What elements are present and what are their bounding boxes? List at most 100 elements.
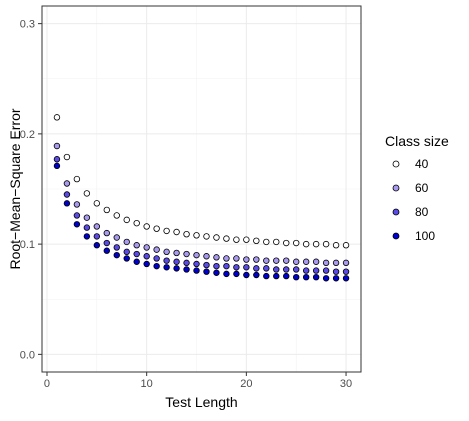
data-point — [163, 257, 170, 264]
data-point — [103, 206, 110, 214]
legend-item-100: 100 — [392, 229, 435, 243]
series-100 — [53, 162, 350, 282]
data-point — [302, 267, 310, 274]
data-point — [302, 273, 310, 281]
data-point — [73, 175, 81, 183]
panel-border — [41, 5, 362, 373]
series-40 — [53, 114, 350, 249]
data-point — [312, 273, 320, 281]
legend-label: 60 — [415, 181, 429, 195]
data-point — [233, 255, 240, 262]
data-point — [143, 253, 150, 260]
data-point — [143, 223, 150, 230]
legend-key — [392, 208, 400, 216]
x-tick-label: 30 — [340, 378, 352, 390]
data-point — [273, 257, 280, 264]
y-tick-label: 0.0 — [20, 349, 35, 361]
legend-items: 40 60 80 100 — [392, 157, 435, 243]
data-point — [113, 212, 120, 219]
data-point — [103, 247, 110, 254]
data-point — [163, 264, 170, 271]
data-point — [223, 235, 230, 242]
data-point — [312, 258, 320, 265]
data-point — [123, 216, 130, 224]
x-tick-label: 20 — [240, 378, 252, 390]
data-point — [163, 227, 170, 235]
data-point — [73, 221, 81, 228]
data-point — [332, 268, 340, 275]
data-point — [322, 267, 330, 274]
data-point — [83, 190, 91, 197]
data-point — [113, 251, 120, 259]
y-tick-label: 0.3 — [20, 19, 35, 31]
data-point — [213, 262, 220, 270]
data-point — [293, 273, 300, 281]
x-axis-title: Test Length — [165, 394, 237, 410]
data-point — [183, 230, 190, 238]
data-point — [113, 234, 120, 241]
ticks-layer: 0 10 20 30 0.0 0.1 0.2 0.3 — [20, 19, 352, 390]
data-point — [302, 258, 310, 265]
data-point — [273, 238, 280, 246]
data-point — [273, 272, 280, 280]
data-point — [253, 271, 260, 279]
data-point — [243, 256, 250, 263]
y-tick-label: 0.2 — [20, 129, 35, 141]
y-axis-title: Root−Mean−Square Error — [7, 108, 23, 269]
data-point — [342, 268, 350, 275]
series-60 — [53, 142, 350, 267]
y-tick-label: 0.1 — [20, 239, 35, 251]
data-point — [283, 272, 290, 280]
data-point — [293, 239, 300, 247]
data-point — [332, 275, 340, 282]
data-point — [293, 258, 300, 265]
data-point — [213, 254, 220, 261]
data-point — [213, 234, 220, 241]
x-tick-label: 10 — [141, 378, 153, 390]
data-point — [233, 270, 240, 278]
data-point — [283, 239, 290, 247]
data-point — [53, 142, 61, 150]
data-point — [73, 201, 81, 208]
data-point — [93, 223, 101, 230]
data-point — [243, 264, 250, 271]
data-point — [183, 250, 190, 258]
data-point — [183, 266, 190, 273]
data-point — [103, 239, 110, 247]
legend-label: 80 — [415, 205, 429, 219]
data-point — [342, 242, 350, 249]
legend-item-40: 40 — [392, 157, 429, 171]
data-point — [133, 242, 140, 249]
data-point — [193, 267, 200, 274]
data-point — [123, 255, 130, 262]
data-point — [173, 258, 180, 265]
data-point — [283, 257, 290, 264]
data-point — [153, 262, 160, 270]
data-point — [203, 261, 210, 269]
data-point — [312, 240, 320, 248]
data-point — [153, 246, 160, 253]
data-point — [83, 233, 91, 240]
data-point — [63, 153, 71, 161]
data-point — [223, 270, 230, 278]
data-point — [263, 257, 270, 264]
data-point — [332, 259, 340, 267]
data-point — [123, 248, 130, 256]
data-point — [332, 242, 340, 249]
legend-key — [392, 232, 400, 240]
data-point — [73, 212, 81, 219]
data-point — [53, 114, 61, 121]
data-point — [173, 249, 180, 257]
data-point — [173, 228, 180, 236]
data-point — [153, 225, 160, 232]
data-point — [293, 266, 300, 273]
legend-title: Class size — [385, 133, 449, 149]
legend-key — [392, 184, 400, 192]
legend-label: 40 — [415, 157, 429, 171]
data-point — [173, 265, 180, 272]
legend-item-80: 80 — [392, 205, 429, 219]
data-point — [342, 259, 350, 267]
data-point — [63, 180, 71, 187]
